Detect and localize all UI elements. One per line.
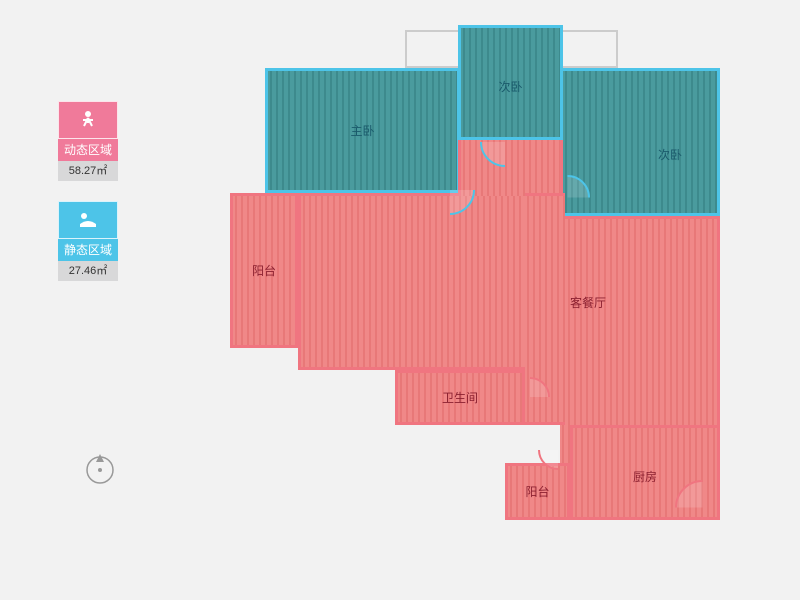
legend-dynamic: 动态区域 58.27㎡ [58, 101, 118, 181]
person-icon [76, 108, 100, 132]
legend-panel: 动态区域 58.27㎡ 静态区域 27.46㎡ [58, 101, 118, 301]
legend-dynamic-title: 动态区域 [58, 139, 118, 161]
label-kitchen: 厨房 [633, 468, 657, 485]
room-living-part2 [458, 140, 563, 196]
label-living-dining: 客餐厅 [570, 294, 606, 311]
label-balcony-small: 阳台 [525, 483, 549, 500]
legend-static: 静态区域 27.46㎡ [58, 201, 118, 281]
legend-dynamic-icon-box [58, 101, 118, 139]
legend-dynamic-value: 58.27㎡ [58, 161, 118, 181]
rest-icon [76, 210, 100, 230]
room-balcony-left: 阳台 [230, 193, 298, 348]
compass-icon [82, 450, 118, 491]
legend-static-value: 27.46㎡ [58, 261, 118, 281]
room-second-bedroom-1: 次卧 [458, 25, 563, 140]
room-bathroom: 卫生间 [395, 370, 525, 425]
label-balcony-left: 阳台 [252, 262, 276, 279]
notch-top-1 [405, 30, 460, 68]
legend-static-icon-box [58, 201, 118, 239]
label-master-bedroom: 主卧 [350, 122, 374, 139]
legend-static-title: 静态区域 [58, 239, 118, 261]
label-bathroom: 卫生间 [442, 389, 478, 406]
room-living-part1 [298, 193, 563, 370]
floorplan: 主卧 次卧 次卧 阳台 客餐厅 卫生间 厨房 阳台 [230, 25, 750, 555]
room-master-bedroom: 主卧 [265, 68, 460, 193]
label-second-bedroom-2: 次卧 [658, 146, 682, 163]
room-balcony-small: 阳台 [505, 463, 570, 520]
notch-top-2 [560, 30, 618, 68]
label-second-bedroom-1: 次卧 [498, 78, 522, 95]
